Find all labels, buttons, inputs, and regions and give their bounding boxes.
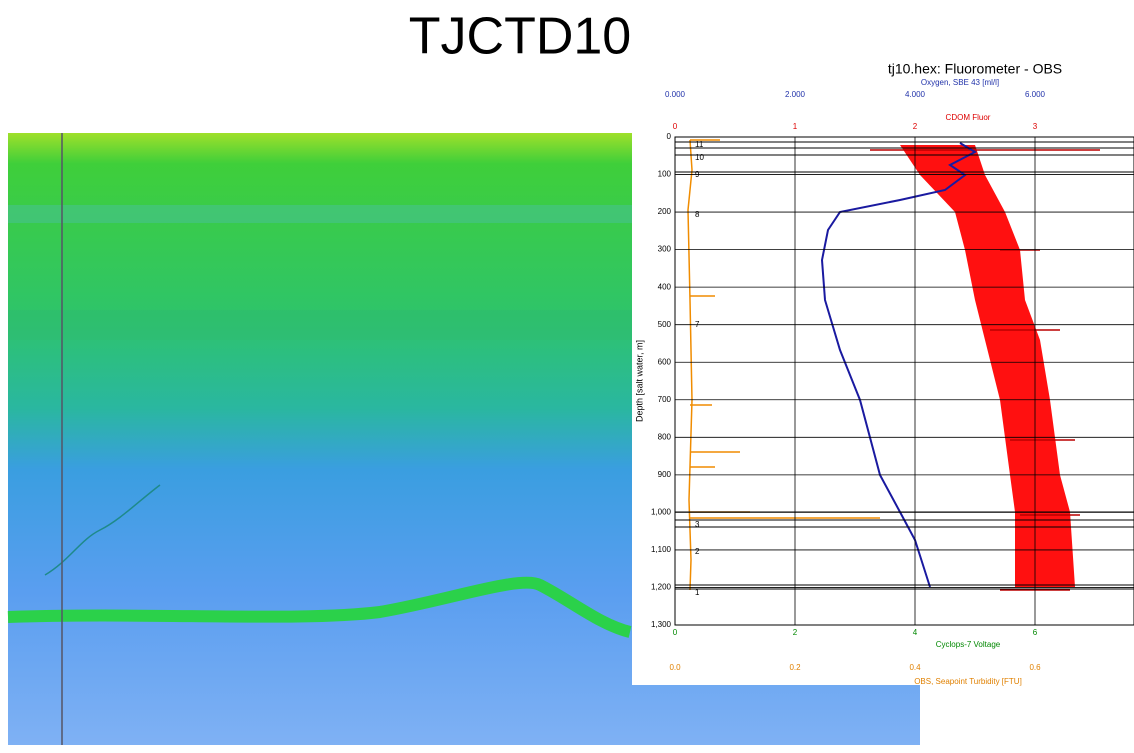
oxygen-profile <box>820 142 978 588</box>
plot-title: tj10.hex: Fluorometer - OBS <box>888 61 1062 77</box>
bottle-label: 11 <box>695 140 704 149</box>
depth-axis-label: Depth [salt water, m] <box>634 340 644 422</box>
cdom-axis-tick-label: 3 <box>1033 122 1038 131</box>
depth-tick-label: 1,200 <box>651 583 672 592</box>
bottle-label: 9 <box>695 170 700 179</box>
oxygen-axis-tick-label: 2.000 <box>785 90 806 99</box>
cyclops-axis-tick-label: 2 <box>793 628 798 637</box>
bottle-label: 2 <box>695 547 700 556</box>
cdom-axis-label: CDOM Fluor <box>946 113 991 122</box>
oxygen-axis-tick-label: 4.000 <box>905 90 926 99</box>
obs-axis-tick-label: 0.2 <box>789 663 801 672</box>
obs-axis-tick-label: 0.4 <box>909 663 921 672</box>
depth-tick-label: 800 <box>658 432 672 441</box>
obs-axis-label: OBS, Seapoint Turbidity [FTU] <box>914 677 1022 686</box>
cdom-profile <box>900 145 1075 587</box>
bottle-label: 3 <box>695 520 700 529</box>
depth-tick-label: 100 <box>658 170 672 179</box>
oxygen-axis-tick-label: 0.000 <box>665 90 686 99</box>
bottle-label: 10 <box>695 153 704 162</box>
depth-tick-label: 1,000 <box>651 507 672 516</box>
depth-tick-label: 200 <box>658 207 672 216</box>
depth-tick-label: 1,300 <box>651 620 672 629</box>
cdom-axis-tick-label: 1 <box>793 122 798 131</box>
slide-title: TJCTD10 <box>409 8 631 66</box>
cdom-axis-tick-label: 2 <box>913 122 918 131</box>
cyclops-axis-tick-label: 4 <box>913 628 918 637</box>
depth-tick-label: 0 <box>667 132 672 141</box>
depth-tick-label: 300 <box>658 245 672 254</box>
oxygen-axis-label: Oxygen, SBE 43 [ml/l] <box>921 78 999 87</box>
ctd-trace <box>44 484 161 576</box>
ctd-plot: tj10.hex: Fluorometer - OBS Oxygen, SBE … <box>632 55 1134 686</box>
depth-tick-label: 600 <box>658 357 672 366</box>
obs-axis-tick-label: 0.6 <box>1029 663 1041 672</box>
bottle-label: 1 <box>695 588 700 597</box>
cyclops-axis-tick-label: 6 <box>1033 628 1038 637</box>
cyclops-axis-label: Cyclops-7 Voltage <box>936 640 1001 649</box>
depth-tick-label: 500 <box>658 320 672 329</box>
depth-tick-label: 900 <box>658 470 672 479</box>
bottle-label: 8 <box>695 210 700 219</box>
depth-tick-label: 700 <box>658 395 672 404</box>
oxygen-axis-tick-label: 6.000 <box>1025 90 1046 99</box>
depth-tick-label: 400 <box>658 282 672 291</box>
obs-axis-tick-label: 0.0 <box>669 663 681 672</box>
depth-tick-label: 1,100 <box>651 545 672 554</box>
cdom-axis-tick-label: 0 <box>673 122 678 131</box>
cyclops-axis-tick-label: 0 <box>673 628 678 637</box>
seabed-echo <box>7 576 632 638</box>
bottle-label: 7 <box>695 320 700 329</box>
